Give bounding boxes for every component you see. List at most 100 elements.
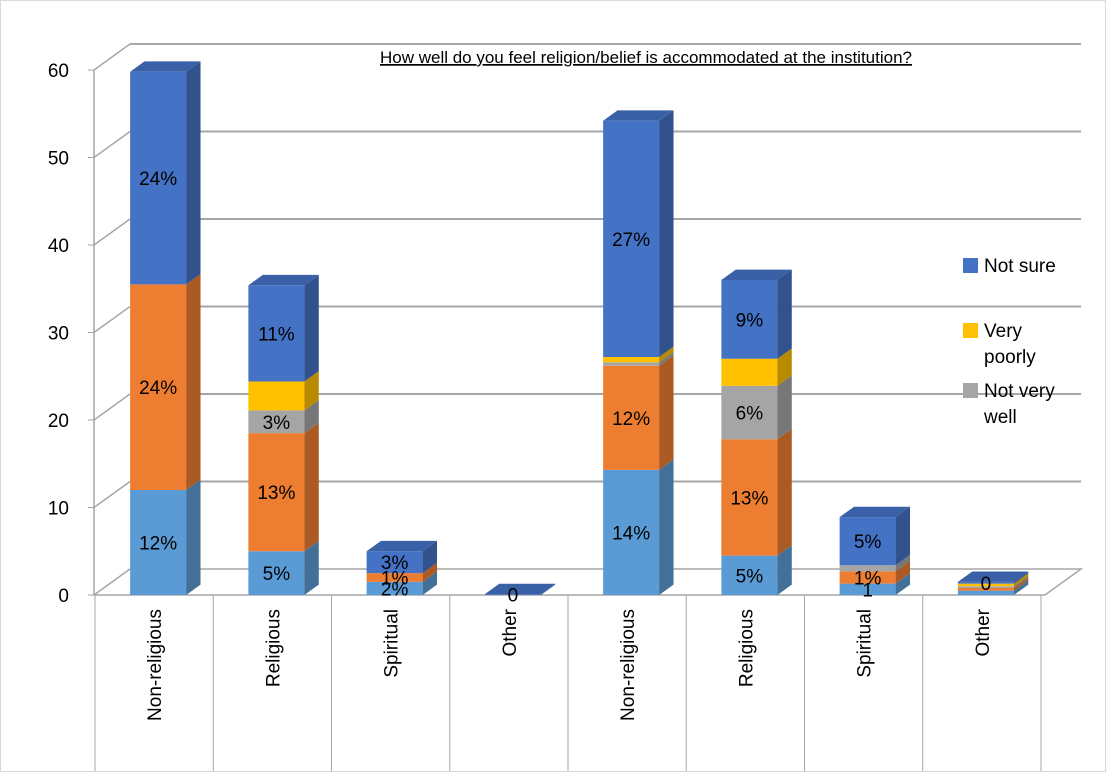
y-tick-label: 10 (48, 499, 69, 520)
data-label: 3% (263, 413, 291, 434)
data-label: 2% (381, 579, 409, 600)
data-label: 1% (854, 569, 882, 590)
bar-segment-side (304, 274, 319, 382)
data-label: 12% (612, 409, 650, 430)
bar-segment (484, 594, 541, 595)
legend: Not sure Very poorly Not very well (963, 256, 1056, 428)
bar-segment-side (777, 348, 792, 386)
data-label: 13% (257, 483, 295, 504)
bar-segment-side (1013, 580, 1029, 595)
bar-segment (366, 573, 423, 582)
bar-segment-side (540, 583, 556, 595)
bar-segment (603, 365, 660, 470)
bar-segment-side (659, 110, 674, 357)
bar-segment-side (186, 61, 201, 285)
x-tick-label: Other (500, 608, 521, 656)
x-tick-label: Other (973, 608, 994, 656)
bar-segment-side (659, 346, 674, 363)
bar-top (957, 571, 1029, 582)
gridlines (93, 43, 1081, 509)
bar-segment (957, 590, 1014, 595)
bar-segment-side (1013, 575, 1029, 588)
bar-segment (957, 588, 1014, 591)
data-label: 3% (381, 553, 409, 574)
bar-segment (248, 433, 305, 552)
legend-label-not-very-well-1: Not very (984, 381, 1055, 402)
data-label: 1% (381, 569, 409, 590)
x-tick-label: Spiritual (382, 609, 403, 678)
bar-segment (721, 280, 778, 359)
bar-segment (957, 586, 1014, 588)
legend-swatch-very-poorly (963, 323, 978, 338)
bar-segment-side (895, 573, 911, 595)
bar-segment-side (186, 273, 201, 490)
y-tick-label: 50 (48, 149, 69, 170)
gridline-connector (93, 130, 131, 159)
bar-top (603, 110, 674, 121)
bar-segment-side (777, 428, 792, 556)
bar-segment-side (1013, 573, 1029, 587)
data-label: 0 (981, 574, 992, 595)
gridline-connector (93, 305, 131, 334)
bar-segment-side (1013, 577, 1029, 591)
bar-segment-side (186, 479, 201, 595)
data-label: 6% (736, 404, 764, 425)
bar-top (839, 506, 911, 518)
bar-segment-side (895, 560, 911, 584)
bar-segment (957, 581, 1014, 584)
bar-segment (721, 358, 778, 386)
data-label: 13% (730, 488, 768, 509)
bar-segment-side (1013, 571, 1029, 584)
bar-segment-side (659, 459, 674, 595)
bar-segment (603, 469, 660, 595)
y-tick-label: 0 (58, 586, 69, 607)
data-label: 5% (263, 564, 291, 585)
bar-segment (839, 565, 896, 572)
bar-top (484, 583, 556, 595)
bar-segment (130, 71, 187, 285)
x-tick-label: Spiritual (855, 609, 876, 678)
bar-segment (248, 410, 305, 434)
data-label: 0 (508, 586, 519, 607)
y-tick-label: 60 (48, 61, 69, 82)
bar-segment-side (777, 269, 792, 359)
legend-swatch-not-sure (963, 258, 978, 273)
gridline-connector (93, 218, 131, 246)
data-label: 12% (139, 534, 177, 555)
data-label: 24% (139, 169, 177, 190)
x-tick-label: Non-religious (618, 609, 639, 721)
bar-segment-side (777, 375, 792, 440)
bar-segment-side (659, 355, 674, 470)
bar-segment-side (422, 571, 438, 595)
bar-segment-side (895, 554, 911, 572)
bar-segment (839, 571, 896, 584)
data-label: 1 (862, 580, 873, 601)
y-tick-label: 20 (48, 411, 69, 432)
bar-segment-side (422, 562, 438, 582)
bars (130, 61, 1029, 595)
data-label: 14% (612, 523, 650, 544)
bar-top (721, 269, 792, 280)
data-label: 11% (258, 324, 295, 345)
bar-segment (248, 381, 305, 411)
bar-segment-side (304, 399, 319, 434)
data-label: 9% (736, 310, 764, 331)
bar-segment (130, 284, 187, 490)
data-label: 27% (612, 230, 650, 251)
bar-segment (721, 439, 778, 556)
bar-top (248, 274, 319, 286)
legend-label-not-very-well-2: well (983, 407, 1017, 428)
floor (91, 568, 1084, 596)
legend-label-not-sure: Not sure (984, 256, 1056, 277)
bar-segment-side (659, 351, 674, 366)
bar-segment-side (895, 506, 911, 566)
data-label: 5% (736, 566, 764, 587)
chart-title: How well do you feel religion/belief is … (380, 48, 912, 67)
bar-segment-side (304, 422, 319, 552)
legend-label-very-poorly-1: Very (984, 321, 1023, 342)
bar-segment-side (304, 371, 319, 411)
legend-label-very-poorly-2: poorly (984, 347, 1036, 368)
y-tick-label: 40 (48, 236, 69, 257)
